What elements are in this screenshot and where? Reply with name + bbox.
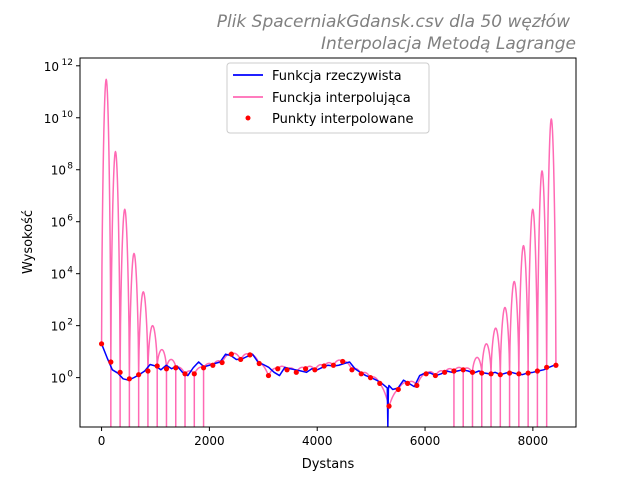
- interp-point: [330, 362, 336, 368]
- y-tick-exponent: 12: [62, 58, 73, 68]
- legend-label-interp: Funckja interpolująca: [272, 91, 411, 106]
- interp-point: [506, 370, 513, 376]
- chart-title-line-2: Interpolacja Metodą Lagrange: [321, 34, 576, 54]
- interp-point: [460, 367, 466, 373]
- interp-point: [525, 370, 531, 376]
- interp-point: [349, 367, 355, 373]
- y-tick-exponent: 6: [67, 214, 73, 224]
- x-axis-label: Dystans: [302, 457, 355, 472]
- interp-point: [432, 372, 438, 379]
- interp-point: [312, 367, 318, 373]
- interp-point: [182, 371, 188, 377]
- interp-point: [293, 369, 299, 375]
- x-tick-label: 6000: [410, 434, 441, 448]
- interp-point: [367, 375, 374, 381]
- series-line-interp: [100, 78, 557, 427]
- interp-point: [469, 369, 476, 375]
- legend-swatch-points: [245, 115, 251, 121]
- interp-point: [544, 364, 550, 370]
- series-line-real: [100, 343, 555, 427]
- interp-point: [200, 365, 207, 371]
- x-tick-label: 4000: [302, 434, 333, 448]
- interp-point: [284, 367, 290, 373]
- y-tick-exponent: 0: [67, 370, 73, 380]
- interp-point: [442, 369, 448, 375]
- interp-point: [163, 366, 170, 372]
- y-tick-exponent: 10: [62, 110, 74, 120]
- y-tick-label: 10: [51, 268, 66, 282]
- interp-point: [136, 372, 142, 378]
- interp-point: [395, 386, 401, 393]
- legend-label-real: Funkcja rzeczywista: [272, 69, 402, 84]
- interp-point: [191, 371, 197, 377]
- interp-point: [423, 371, 429, 377]
- x-tick-label: 8000: [518, 434, 549, 448]
- interp-point: [98, 341, 105, 347]
- y-tick-label: 10: [51, 372, 66, 386]
- interp-point: [228, 351, 234, 357]
- y-tick-label: 10: [51, 320, 66, 334]
- interp-point: [117, 369, 123, 375]
- interp-point: [340, 358, 346, 365]
- interp-point: [210, 362, 216, 368]
- interp-point: [265, 372, 272, 379]
- y-tick-label: 10: [51, 216, 66, 230]
- interp-point: [553, 362, 559, 368]
- interp-point: [219, 359, 225, 366]
- interp-point: [247, 352, 253, 358]
- y-tick-label: 10: [44, 60, 59, 74]
- legend-box: [226, 62, 430, 134]
- y-tick-label: 10: [44, 112, 59, 126]
- interp-point: [534, 368, 541, 374]
- interp-point: [479, 370, 485, 376]
- plot-frame: [79, 57, 577, 428]
- y-tick-exponent: 2: [67, 318, 73, 328]
- interp-point: [488, 371, 494, 377]
- y-tick-label: 10: [51, 164, 66, 178]
- interp-point: [497, 372, 503, 378]
- x-tick-label: 0: [98, 434, 106, 448]
- legend-label-points: Punkty interpolowane: [272, 112, 413, 127]
- interp-point: [414, 382, 420, 389]
- chart-title-line-1: Plik SpacerniakGdansk.csv dla 50 węzłów: [217, 12, 570, 32]
- interp-point: [154, 363, 160, 369]
- interp-point: [126, 376, 132, 382]
- interp-point: [256, 360, 262, 367]
- interp-point: [302, 366, 309, 372]
- interp-point: [238, 356, 244, 363]
- y-axis-label: Wysokość: [21, 210, 36, 274]
- interp-point: [321, 363, 327, 369]
- interp-point: [108, 359, 114, 365]
- y-tick-exponent: 8: [67, 162, 73, 172]
- interp-point: [386, 403, 392, 409]
- series-layer: [98, 78, 559, 427]
- interp-point: [173, 365, 179, 371]
- interp-point: [145, 368, 151, 374]
- interp-point: [358, 371, 364, 377]
- interp-point: [451, 368, 457, 374]
- interp-point: [275, 366, 281, 372]
- y-tick-exponent: 4: [67, 266, 73, 276]
- interp-point: [377, 380, 383, 386]
- legend: Funkcja rzeczywista Funckja interpolując…: [226, 62, 430, 134]
- interp-point: [404, 380, 411, 386]
- interp-point: [516, 371, 522, 377]
- x-tick-label: 2000: [194, 434, 225, 448]
